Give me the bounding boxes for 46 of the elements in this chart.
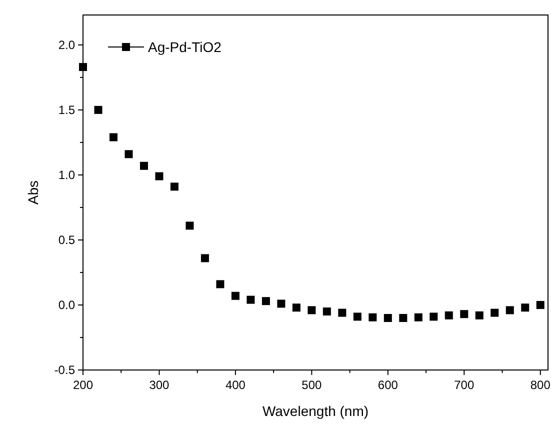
point — [430, 312, 438, 321]
point — [216, 280, 224, 288]
point — [338, 308, 346, 317]
point — [414, 313, 422, 322]
y-tick-label: 0.0 — [58, 298, 76, 312]
point — [460, 310, 468, 318]
point — [186, 222, 194, 230]
point — [353, 312, 362, 321]
y-tick-label: -0.5 — [54, 363, 76, 377]
x-tick-label: 300 — [149, 378, 170, 392]
point — [322, 307, 331, 316]
x-tick-label: 400 — [225, 378, 246, 392]
point — [536, 300, 544, 309]
point — [262, 297, 270, 306]
point — [170, 182, 178, 191]
point — [246, 296, 255, 304]
y-tick-label: 1.5 — [58, 102, 76, 117]
point — [231, 292, 240, 300]
x-tick-label: 800 — [530, 378, 551, 392]
y-tick-label: 1.0 — [58, 168, 76, 182]
x-axis-title: Wavelength (nm) — [262, 403, 369, 419]
point — [506, 306, 514, 314]
y-axis-title: Abs — [25, 180, 41, 205]
point — [399, 314, 408, 322]
point — [94, 106, 102, 114]
point — [155, 172, 164, 180]
point — [521, 304, 530, 312]
x-tick-label: 500 — [302, 378, 322, 392]
point — [109, 133, 118, 142]
point — [200, 254, 209, 262]
point — [384, 314, 392, 322]
x-tick-label: 600 — [378, 378, 398, 392]
x-tick-label: 200 — [72, 378, 94, 392]
point — [308, 306, 316, 314]
point — [444, 311, 453, 320]
y-tick-label: 2.0 — [58, 38, 76, 52]
point — [368, 313, 377, 322]
point — [292, 304, 300, 312]
point — [124, 150, 133, 158]
point — [475, 311, 484, 320]
point — [140, 162, 148, 170]
point — [490, 308, 499, 317]
legend-label: Ag-Pd-TiO2 — [148, 39, 222, 55]
point — [277, 300, 286, 308]
y-tick-label: 0.5 — [58, 232, 76, 247]
x-tick-label: 700 — [454, 378, 474, 392]
